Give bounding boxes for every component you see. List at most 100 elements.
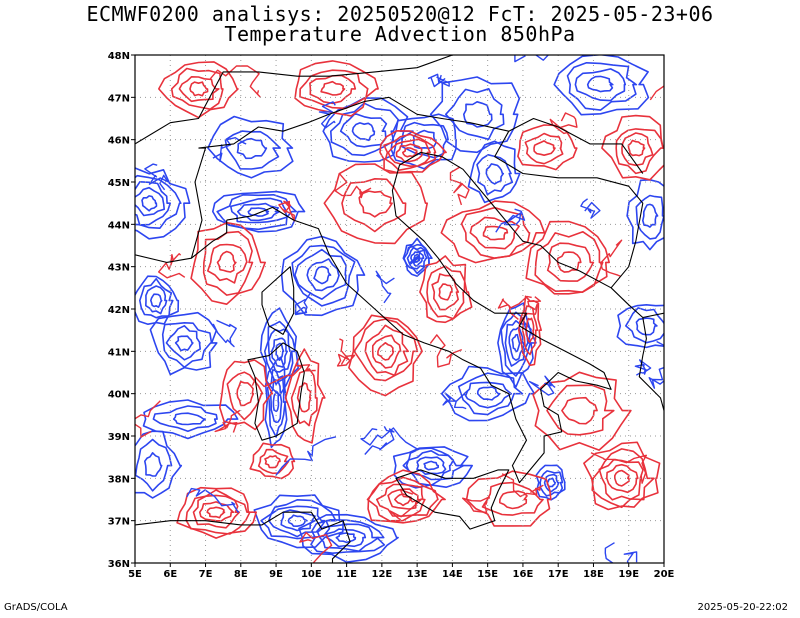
advection-contour bbox=[186, 487, 239, 513]
footer-timestamp: 2025-05-20-22:02 bbox=[697, 602, 788, 613]
advection-contour bbox=[172, 412, 206, 426]
advection-contour bbox=[264, 356, 288, 448]
advection-contour bbox=[158, 253, 186, 279]
lon-tick-label: 11E bbox=[336, 569, 357, 580]
advection-contour bbox=[323, 163, 428, 245]
lon-tick-label: 6E bbox=[163, 569, 177, 580]
advection-contour bbox=[539, 470, 564, 497]
coastline bbox=[190, 147, 207, 259]
advection-contour bbox=[590, 452, 647, 484]
advection-contour bbox=[600, 239, 623, 277]
advection-contour bbox=[485, 163, 505, 185]
advection-contour bbox=[429, 76, 521, 154]
lon-tick-label: 13E bbox=[407, 569, 428, 580]
advection-contour bbox=[528, 375, 556, 396]
advection-contour bbox=[259, 307, 299, 397]
advection-contour bbox=[501, 473, 544, 498]
advection-contour bbox=[216, 194, 297, 231]
advection-contour bbox=[158, 61, 239, 119]
advection-contour bbox=[469, 216, 520, 250]
coastline bbox=[198, 96, 644, 174]
advection-contour bbox=[135, 186, 165, 217]
title-line-2: Temperature Advection 850hPa bbox=[224, 22, 576, 46]
advection-contour bbox=[320, 80, 346, 96]
advection-contour bbox=[278, 200, 295, 222]
advection-contour bbox=[144, 163, 169, 191]
lon-tick-label: 15E bbox=[477, 569, 498, 580]
advection-contour bbox=[543, 473, 560, 493]
coastline bbox=[395, 469, 510, 530]
advection-contour bbox=[604, 542, 638, 563]
longitude-axis: 5E 6E 7E 8E 9E 10E 11E 12E 13E 14E 15E 16E 17E 18E 19E… bbox=[128, 563, 675, 580]
advection-contour bbox=[144, 452, 163, 477]
advection-contour bbox=[264, 454, 281, 469]
advection-contour bbox=[174, 335, 194, 352]
advection-contour bbox=[237, 202, 281, 222]
advection-contour bbox=[176, 486, 257, 539]
advection-contour bbox=[467, 140, 521, 204]
lat-tick-label: 44N bbox=[108, 220, 130, 231]
advection-contour bbox=[402, 147, 418, 158]
advection-contour bbox=[253, 494, 344, 549]
advection-contour bbox=[341, 178, 407, 233]
advection-contour bbox=[390, 113, 457, 170]
advection-contour bbox=[601, 114, 664, 181]
advection-contour bbox=[299, 531, 333, 563]
advection-contour bbox=[249, 442, 296, 480]
advection-contour bbox=[291, 244, 356, 307]
advection-contour bbox=[251, 364, 316, 388]
advection-contour bbox=[212, 137, 247, 163]
advection-contour bbox=[280, 235, 366, 317]
advection-contour bbox=[334, 172, 372, 199]
advection-contour bbox=[445, 88, 505, 141]
advection-contour bbox=[518, 296, 542, 323]
advection-contour bbox=[379, 130, 447, 174]
advection-contour bbox=[518, 295, 542, 367]
lon-tick-label: 7E bbox=[199, 569, 213, 580]
advection-contour bbox=[574, 68, 627, 102]
advection-contour bbox=[635, 194, 664, 240]
lon-tick-label: 10E bbox=[301, 569, 322, 580]
advection-contour bbox=[504, 320, 529, 367]
lon-tick-label: 20E bbox=[654, 569, 675, 580]
advection-contour bbox=[524, 132, 564, 165]
coastline bbox=[494, 130, 644, 289]
advection-contour bbox=[336, 338, 356, 367]
advection-contour bbox=[224, 130, 281, 170]
advection-contour bbox=[625, 307, 664, 344]
advection-contour bbox=[290, 368, 318, 427]
advection-contour bbox=[635, 317, 658, 336]
advection-contour bbox=[440, 365, 536, 422]
advection-contour bbox=[272, 391, 280, 413]
advection-contour bbox=[178, 76, 220, 103]
advection-contour bbox=[145, 285, 168, 315]
advection-contour bbox=[412, 129, 437, 149]
advection-contour bbox=[406, 244, 427, 265]
advection-contour bbox=[525, 220, 610, 295]
lon-tick-label: 17E bbox=[548, 569, 569, 580]
advection-contour bbox=[309, 74, 357, 105]
advection-contour bbox=[416, 456, 447, 475]
advection-contour bbox=[298, 513, 399, 563]
advection-contour bbox=[389, 489, 423, 521]
advection-contour bbox=[586, 75, 614, 93]
coastline bbox=[135, 511, 351, 563]
advection-contour bbox=[310, 519, 386, 554]
advection-contour bbox=[139, 278, 174, 319]
advection-contour bbox=[296, 382, 312, 413]
lat-tick-label: 36N bbox=[108, 559, 130, 570]
advection-contour bbox=[161, 322, 213, 369]
advection-contour bbox=[482, 225, 509, 241]
advection-contour bbox=[462, 496, 491, 514]
lon-tick-label: 16E bbox=[513, 569, 534, 580]
advection-contour bbox=[532, 371, 632, 451]
advection-contour bbox=[275, 436, 337, 477]
advection-contour bbox=[284, 348, 326, 444]
advection-contour bbox=[150, 293, 163, 308]
advection-contour bbox=[535, 464, 566, 501]
advection-contour bbox=[202, 230, 254, 296]
advection-contour bbox=[465, 470, 552, 527]
advection-contour bbox=[449, 166, 470, 206]
advection-contour bbox=[135, 174, 182, 229]
